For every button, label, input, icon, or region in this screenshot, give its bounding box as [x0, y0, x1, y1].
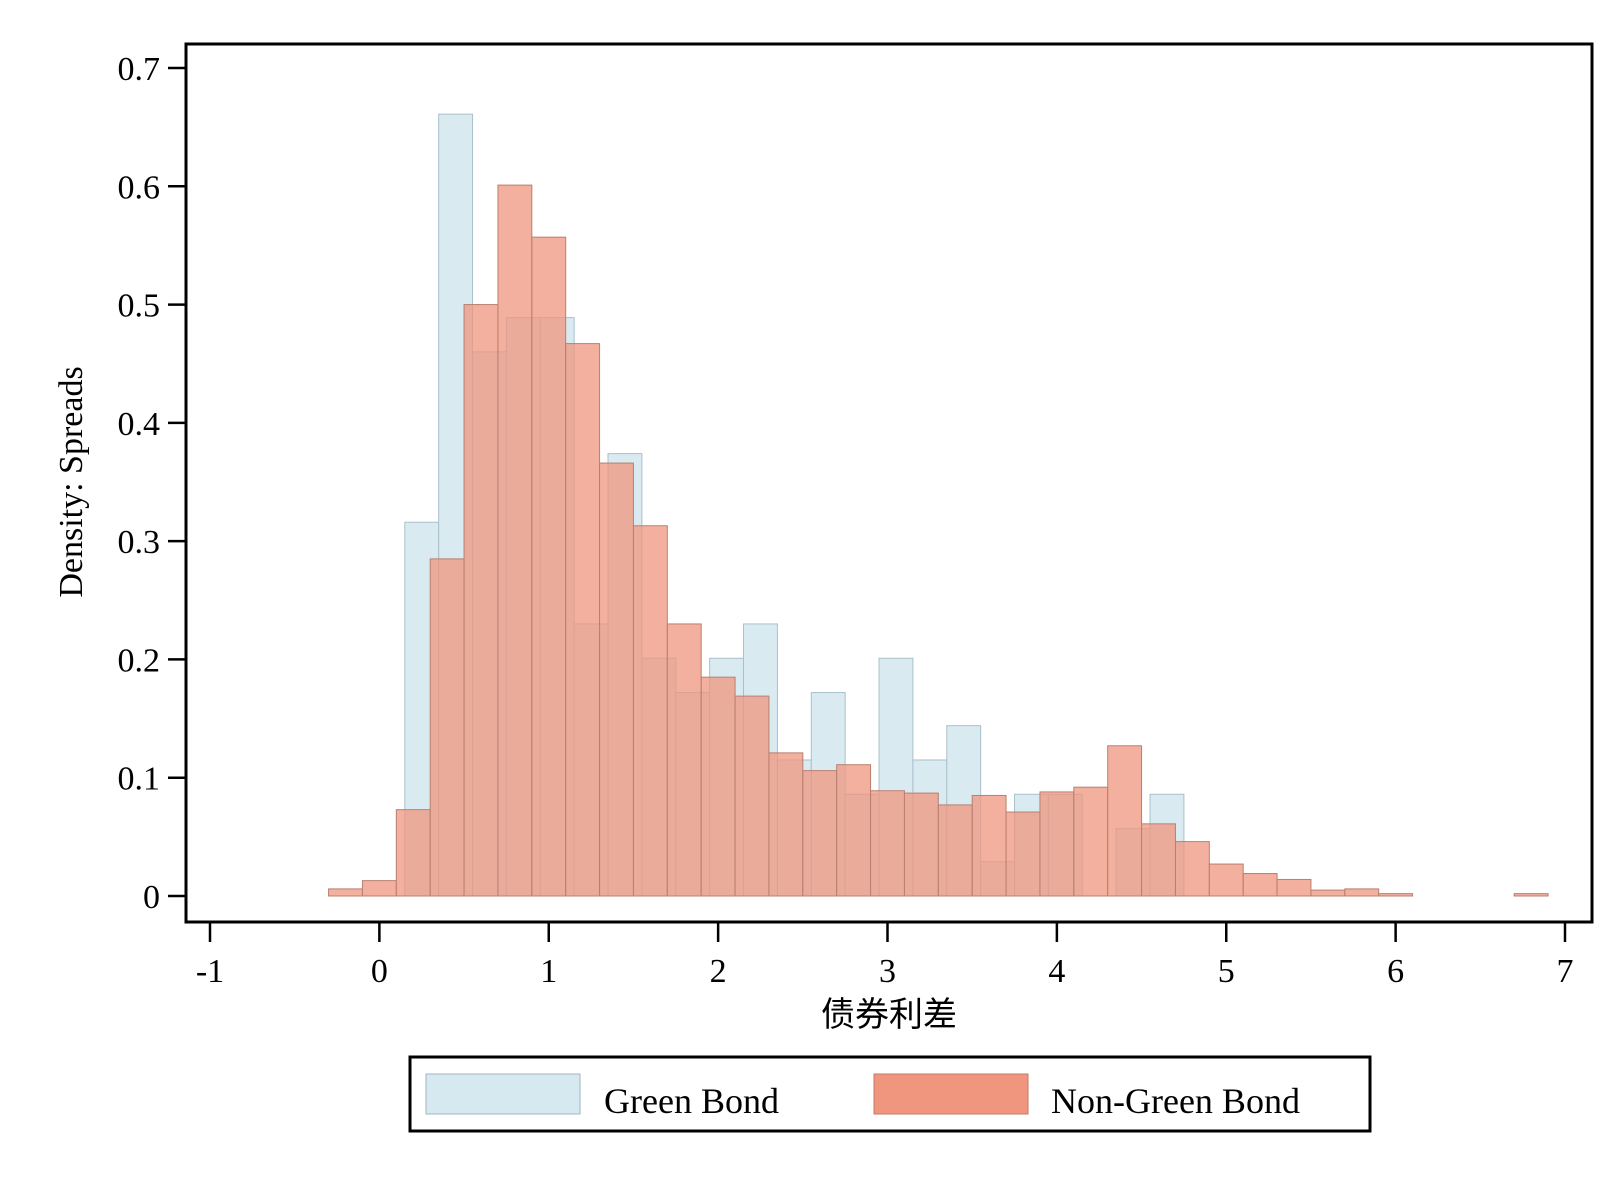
non-green-bond-bar-22 — [1073, 786, 1109, 897]
legend: Green Bond Non-Green Bond — [408, 1055, 1372, 1133]
non-green-bond-bar-4 — [463, 304, 499, 897]
x-tick-label-0: -1 — [196, 953, 224, 990]
non-green-bond-bar-11 — [700, 676, 736, 897]
x-tick-label-8: 7 — [1557, 953, 1574, 990]
non-green-bond-bar-8 — [599, 462, 634, 897]
y-tick-label-2: 0.2 — [118, 642, 161, 679]
y-tick-label-6: 0.6 — [118, 169, 161, 206]
non-green-bond-bar-17 — [903, 792, 939, 897]
y-tick-label-5: 0.5 — [118, 288, 161, 325]
non-green-bond-bar-32 — [1513, 893, 1549, 897]
non-green-bond-bar-31 — [1378, 893, 1414, 897]
y-tick-label-1: 0.1 — [118, 761, 161, 798]
x-tick-label-1: 0 — [371, 953, 388, 990]
non-green-bond-bar-6 — [531, 236, 567, 897]
non-green-bond-bar-12 — [734, 695, 770, 897]
non-green-bond-bar-14 — [802, 770, 838, 897]
non-green-bond-bar-2 — [395, 809, 431, 897]
x-tick-label-6: 5 — [1218, 953, 1235, 990]
y-tick-label-0: 0 — [143, 879, 160, 916]
y-axis-title: Density: Spreads — [53, 366, 90, 597]
y-tick-label-4: 0.4 — [118, 406, 161, 443]
non-green-bond-bar-24 — [1141, 823, 1176, 897]
x-tick-label-7: 6 — [1387, 953, 1404, 990]
non-green-bond-bar-1 — [361, 880, 397, 897]
legend-swatch-non-green-bond — [873, 1073, 1029, 1115]
non-green-bond-bar-27 — [1242, 873, 1278, 897]
non-green-bond-bar-25 — [1174, 841, 1210, 897]
non-green-bond-bar-19 — [971, 794, 1007, 897]
non-green-bond-bar-20 — [1005, 811, 1041, 897]
non-green-bond-bar-15 — [836, 764, 872, 897]
non-green-bond-bar-16 — [870, 790, 905, 897]
non-green-bond-bar-21 — [1039, 791, 1075, 897]
non-green-bond-bar-13 — [768, 752, 804, 897]
non-green-bond-bar-3 — [429, 558, 465, 897]
non-green-bond-bars — [328, 184, 1549, 897]
y-axis: 0 0.1 0.2 0.3 0.4 0.5 0.6 0.7 — [118, 51, 186, 916]
x-tick-label-4: 3 — [879, 953, 896, 990]
non-green-bond-bar-9 — [632, 525, 668, 897]
non-green-bond-bar-18 — [937, 804, 973, 897]
x-axis-title: 债券利差 — [821, 996, 957, 1034]
non-green-bond-bar-29 — [1310, 889, 1346, 897]
non-green-bond-bar-7 — [565, 343, 601, 897]
non-green-bond-bar-0 — [328, 888, 363, 897]
non-green-bond-bar-23 — [1107, 745, 1143, 897]
legend-swatch-green-bond — [425, 1073, 581, 1115]
non-green-bond-bar-26 — [1208, 863, 1244, 897]
legend-label-green-bond: Green Bond — [604, 1081, 779, 1121]
y-tick-label-3: 0.3 — [118, 524, 161, 561]
non-green-bond-bar-30 — [1344, 888, 1380, 897]
y-tick-label-7: 0.7 — [118, 51, 161, 88]
non-green-bond-bar-28 — [1276, 878, 1312, 897]
x-tick-label-5: 4 — [1048, 953, 1065, 990]
x-axis: -1 0 1 2 3 4 5 6 7 — [196, 922, 1574, 990]
x-tick-label-2: 1 — [540, 953, 557, 990]
x-tick-label-3: 2 — [710, 953, 727, 990]
non-green-bond-bar-10 — [666, 623, 702, 897]
non-green-bond-bar-5 — [497, 184, 533, 897]
legend-label-non-green-bond: Non-Green Bond — [1051, 1081, 1300, 1121]
plot-frame — [184, 42, 1594, 924]
